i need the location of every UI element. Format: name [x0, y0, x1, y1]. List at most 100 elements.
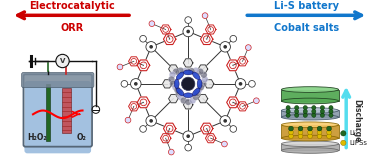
- Circle shape: [341, 131, 346, 136]
- Text: Cobalt salts: Cobalt salts: [274, 23, 339, 33]
- Polygon shape: [137, 97, 150, 108]
- Circle shape: [192, 94, 199, 100]
- Circle shape: [294, 113, 299, 117]
- Circle shape: [254, 98, 259, 104]
- Circle shape: [288, 130, 293, 135]
- Circle shape: [222, 141, 227, 147]
- FancyBboxPatch shape: [25, 81, 91, 153]
- Circle shape: [181, 77, 195, 91]
- Circle shape: [317, 134, 322, 139]
- FancyBboxPatch shape: [46, 84, 50, 141]
- Circle shape: [341, 140, 346, 146]
- Text: Li⁺: Li⁺: [349, 130, 359, 136]
- Polygon shape: [129, 102, 139, 111]
- Circle shape: [223, 45, 227, 49]
- Circle shape: [201, 76, 208, 83]
- Ellipse shape: [197, 79, 202, 89]
- Circle shape: [146, 116, 156, 126]
- Ellipse shape: [282, 114, 339, 120]
- Circle shape: [320, 109, 324, 114]
- Circle shape: [197, 68, 204, 75]
- Polygon shape: [137, 60, 150, 71]
- Circle shape: [200, 80, 207, 87]
- Ellipse shape: [282, 148, 339, 153]
- Polygon shape: [237, 57, 248, 66]
- Circle shape: [56, 54, 69, 68]
- Ellipse shape: [282, 122, 339, 128]
- Circle shape: [186, 134, 190, 138]
- FancyBboxPatch shape: [282, 125, 339, 138]
- Circle shape: [249, 80, 255, 87]
- Circle shape: [183, 26, 194, 37]
- Circle shape: [235, 79, 246, 89]
- Polygon shape: [160, 25, 171, 34]
- Circle shape: [312, 113, 316, 117]
- Circle shape: [239, 82, 242, 86]
- Circle shape: [173, 68, 179, 75]
- Circle shape: [245, 45, 251, 50]
- Ellipse shape: [176, 72, 184, 80]
- Polygon shape: [169, 65, 178, 73]
- Ellipse shape: [183, 70, 193, 75]
- Polygon shape: [183, 101, 193, 109]
- Polygon shape: [163, 34, 176, 44]
- Polygon shape: [227, 97, 239, 108]
- Circle shape: [312, 109, 316, 114]
- Circle shape: [320, 106, 324, 110]
- Polygon shape: [163, 123, 176, 134]
- Polygon shape: [129, 57, 139, 66]
- Ellipse shape: [176, 88, 184, 96]
- Circle shape: [288, 126, 293, 131]
- Circle shape: [185, 99, 192, 105]
- Circle shape: [327, 126, 332, 131]
- Text: ORR: ORR: [60, 23, 84, 33]
- Circle shape: [185, 17, 192, 23]
- FancyBboxPatch shape: [282, 90, 339, 101]
- Ellipse shape: [282, 135, 339, 141]
- Circle shape: [220, 42, 231, 52]
- Circle shape: [149, 21, 155, 27]
- Polygon shape: [183, 59, 193, 67]
- Ellipse shape: [282, 98, 339, 104]
- Circle shape: [298, 126, 303, 131]
- Polygon shape: [160, 134, 171, 143]
- Circle shape: [327, 130, 332, 135]
- Circle shape: [121, 80, 128, 87]
- Circle shape: [294, 106, 299, 110]
- Circle shape: [177, 94, 184, 100]
- Circle shape: [230, 35, 237, 42]
- Polygon shape: [200, 34, 213, 44]
- Circle shape: [194, 90, 201, 96]
- Polygon shape: [200, 123, 213, 134]
- FancyBboxPatch shape: [282, 111, 339, 117]
- Text: Li-S battery: Li-S battery: [274, 0, 339, 11]
- Circle shape: [308, 126, 312, 131]
- Circle shape: [317, 130, 322, 135]
- Circle shape: [329, 109, 333, 114]
- Circle shape: [146, 42, 156, 52]
- Circle shape: [286, 109, 290, 114]
- Circle shape: [175, 90, 182, 96]
- Polygon shape: [204, 80, 214, 88]
- Circle shape: [168, 76, 175, 83]
- Ellipse shape: [282, 108, 339, 113]
- Circle shape: [200, 72, 207, 78]
- Ellipse shape: [282, 141, 339, 147]
- Circle shape: [125, 117, 131, 123]
- Circle shape: [195, 87, 202, 93]
- Circle shape: [140, 126, 146, 132]
- Circle shape: [183, 131, 194, 141]
- Polygon shape: [206, 25, 216, 34]
- FancyBboxPatch shape: [22, 72, 94, 88]
- Ellipse shape: [282, 87, 339, 92]
- Text: Discharge: Discharge: [352, 99, 361, 143]
- Circle shape: [329, 106, 333, 110]
- Circle shape: [149, 119, 153, 123]
- FancyBboxPatch shape: [282, 144, 339, 151]
- Circle shape: [308, 134, 312, 139]
- FancyBboxPatch shape: [62, 88, 71, 133]
- Circle shape: [169, 149, 174, 155]
- Polygon shape: [227, 60, 239, 71]
- Circle shape: [149, 45, 153, 49]
- Circle shape: [329, 113, 333, 117]
